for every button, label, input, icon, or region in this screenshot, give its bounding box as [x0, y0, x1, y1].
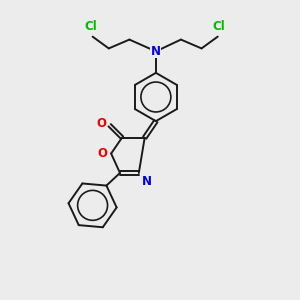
Text: Cl: Cl [213, 20, 226, 33]
Text: O: O [97, 147, 107, 160]
Text: Cl: Cl [85, 20, 98, 33]
Text: O: O [96, 117, 106, 130]
Text: N: N [142, 175, 152, 188]
Text: N: N [151, 45, 161, 58]
